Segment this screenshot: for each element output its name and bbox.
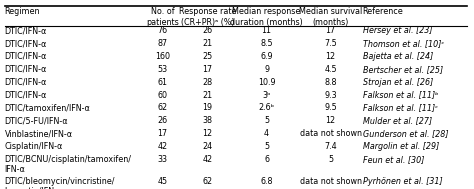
Text: 62: 62 (202, 177, 212, 186)
Text: 9.5: 9.5 (324, 103, 337, 112)
Text: Falkson et al. [11]ᵇ: Falkson et al. [11]ᵇ (363, 91, 438, 100)
Text: Thomson et al. [10]ᶜ: Thomson et al. [10]ᶜ (363, 39, 444, 48)
Text: 19: 19 (202, 103, 212, 112)
Text: 4: 4 (264, 129, 269, 138)
Text: Pyrhönen et al. [31]: Pyrhönen et al. [31] (363, 177, 442, 186)
Text: DTIC/IFN-α: DTIC/IFN-α (5, 65, 47, 74)
Text: 5: 5 (264, 142, 269, 151)
Text: 17: 17 (326, 26, 336, 35)
Text: DTIC/BCNU/cisplatin/tamoxifen/
IFN-α: DTIC/BCNU/cisplatin/tamoxifen/ IFN-α (5, 155, 132, 174)
Text: DTIC/tamoxifen/IFN-α: DTIC/tamoxifen/IFN-α (5, 103, 91, 112)
Text: 6: 6 (264, 155, 269, 164)
Text: 17: 17 (157, 129, 167, 138)
Text: 26: 26 (202, 26, 212, 35)
Text: 17: 17 (202, 65, 212, 74)
Text: Bertscher et al. [25]: Bertscher et al. [25] (363, 65, 443, 74)
Text: 7.5: 7.5 (324, 39, 337, 48)
Text: 61: 61 (157, 78, 167, 87)
Text: data not shown: data not shown (300, 177, 362, 186)
Text: 7.4: 7.4 (324, 142, 337, 151)
Text: DTIC/IFN-α: DTIC/IFN-α (5, 39, 47, 48)
Text: 87: 87 (157, 39, 167, 48)
Text: 45: 45 (157, 177, 167, 186)
Text: 12: 12 (326, 52, 336, 61)
Text: DTIC/IFN-α: DTIC/IFN-α (5, 52, 47, 61)
Text: 21: 21 (202, 91, 212, 100)
Text: 28: 28 (202, 78, 212, 87)
Text: DTIC/IFN-α: DTIC/IFN-α (5, 78, 47, 87)
Text: 8.8: 8.8 (324, 78, 337, 87)
Text: Strojan et al. [26]: Strojan et al. [26] (363, 78, 433, 87)
Text: 53: 53 (157, 65, 167, 74)
Text: 38: 38 (202, 116, 212, 125)
Text: 12: 12 (326, 116, 336, 125)
Text: 6.8: 6.8 (260, 177, 273, 186)
Text: 10.9: 10.9 (258, 78, 275, 87)
Text: 42: 42 (202, 155, 212, 164)
Text: 21: 21 (202, 39, 212, 48)
Text: Bajetta et al. [24]: Bajetta et al. [24] (363, 52, 433, 61)
Text: 8.5: 8.5 (260, 39, 273, 48)
Text: Median survival
(months): Median survival (months) (299, 7, 362, 27)
Text: Feun et al. [30]: Feun et al. [30] (363, 155, 424, 164)
Text: 24: 24 (202, 142, 212, 151)
Text: No. of
patients: No. of patients (146, 7, 179, 27)
Text: 60: 60 (157, 91, 167, 100)
Text: 11: 11 (262, 26, 272, 35)
Text: Mulder et al. [27]: Mulder et al. [27] (363, 116, 432, 125)
Text: 6.9: 6.9 (260, 52, 273, 61)
Text: Reference: Reference (363, 7, 403, 16)
Text: data not shown: data not shown (300, 129, 362, 138)
Text: Vinblastine/IFN-α: Vinblastine/IFN-α (5, 129, 73, 138)
Text: DTIC/bleomycin/vincristine/
lomustin/IFN-α: DTIC/bleomycin/vincristine/ lomustin/IFN… (5, 177, 115, 189)
Text: Response rate
(CR+PR)ᵃ (%): Response rate (CR+PR)ᵃ (%) (179, 7, 236, 27)
Text: DTIC/IFN-α: DTIC/IFN-α (5, 91, 47, 100)
Text: 62: 62 (157, 103, 167, 112)
Text: Hersey et al. [23]: Hersey et al. [23] (363, 26, 432, 35)
Text: Falkson et al. [11]ᶜ: Falkson et al. [11]ᶜ (363, 103, 438, 112)
Text: Cisplatin/IFN-α: Cisplatin/IFN-α (5, 142, 63, 151)
Text: 5: 5 (328, 155, 333, 164)
Text: 25: 25 (202, 52, 212, 61)
Text: 2.6ᵇ: 2.6ᵇ (258, 103, 275, 112)
Text: 5: 5 (264, 116, 269, 125)
Text: Median response
duration (months): Median response duration (months) (230, 7, 303, 27)
Text: DTIC/IFN-α: DTIC/IFN-α (5, 26, 47, 35)
Text: 9: 9 (264, 65, 269, 74)
Text: 4.5: 4.5 (324, 65, 337, 74)
Text: 12: 12 (202, 129, 212, 138)
Text: 76: 76 (157, 26, 167, 35)
Text: 42: 42 (157, 142, 167, 151)
Text: 3ᵇ: 3ᵇ (263, 91, 271, 100)
Text: Gunderson et al. [28]: Gunderson et al. [28] (363, 129, 448, 138)
Text: 26: 26 (157, 116, 167, 125)
Text: DTIC/5-FU/IFN-α: DTIC/5-FU/IFN-α (5, 116, 68, 125)
Text: 33: 33 (157, 155, 167, 164)
Text: Regimen: Regimen (5, 7, 40, 16)
Text: 160: 160 (155, 52, 170, 61)
Text: 9.3: 9.3 (324, 91, 337, 100)
Text: Margolin et al. [29]: Margolin et al. [29] (363, 142, 439, 151)
